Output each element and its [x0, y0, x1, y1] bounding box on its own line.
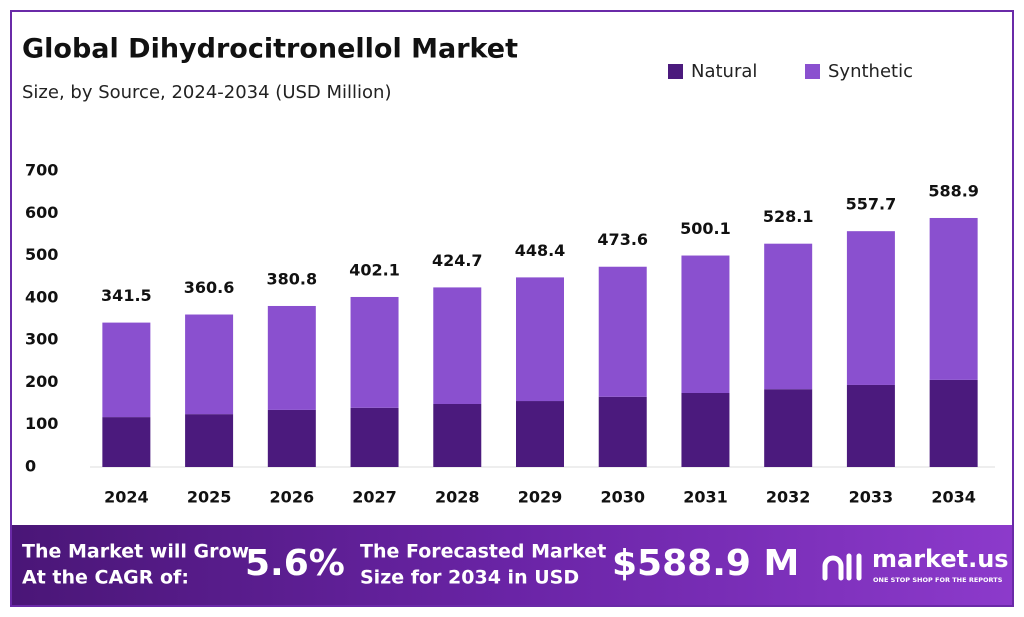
- x-tick-label: 2032: [766, 488, 811, 507]
- bar-segment: [929, 379, 978, 467]
- x-tick-label: 2028: [435, 488, 480, 507]
- y-tick-label: 200: [25, 372, 58, 391]
- bar-segment: [929, 217, 978, 380]
- total-label: 557.7: [846, 195, 897, 214]
- total-label: 528.1: [763, 207, 814, 226]
- total-label: 448.4: [515, 241, 566, 260]
- cagr-value: 5.6%: [245, 543, 345, 584]
- bar-segment: [433, 403, 482, 467]
- bar-segment: [846, 384, 895, 467]
- bar-segment: [516, 277, 564, 402]
- bar-segment: [185, 414, 234, 467]
- total-label: 473.6: [597, 230, 648, 249]
- bar-segment: [681, 393, 730, 467]
- total-label: 588.9: [928, 181, 979, 200]
- legend-label: Natural: [691, 61, 757, 82]
- x-tick-label: 2030: [600, 488, 645, 507]
- y-tick-label: 700: [25, 161, 58, 180]
- frame: [10, 10, 1014, 607]
- bar-segment: [185, 314, 234, 415]
- bar-segment: [267, 305, 316, 410]
- x-tick-label: 2033: [849, 488, 894, 507]
- bar-segment: [516, 401, 564, 467]
- legend-swatch: [668, 64, 683, 79]
- bar-segment: [433, 287, 482, 404]
- legend-swatch: [805, 64, 820, 79]
- x-tick-label: 2027: [352, 488, 397, 507]
- bar-segment: [598, 266, 647, 397]
- cagr-label: At the CAGR of:: [22, 567, 189, 589]
- y-tick-label: 600: [25, 203, 58, 222]
- x-tick-label: 2025: [187, 488, 232, 507]
- total-label: 360.6: [184, 278, 235, 297]
- bar-segment: [350, 296, 399, 408]
- bar-segment: [102, 322, 151, 418]
- x-tick-label: 2034: [931, 488, 976, 507]
- tagline: ONE STOP SHOP FOR THE REPORTS: [873, 576, 1003, 584]
- bar-segment: [267, 409, 316, 467]
- total-label: 341.5: [101, 286, 152, 305]
- x-tick-label: 2029: [518, 488, 563, 507]
- legend-label: Synthetic: [828, 61, 913, 82]
- x-tick-label: 2026: [270, 488, 315, 507]
- bar-segment: [846, 231, 895, 385]
- forecast-label: The Forecasted Market: [360, 541, 606, 563]
- cagr-label: The Market will Grow: [22, 541, 249, 563]
- chart-title: Global Dihydrocitronellol Market: [22, 34, 518, 65]
- chart-subtitle: Size, by Source, 2024-2034 (USD Million): [22, 82, 391, 103]
- y-tick-label: 0: [25, 457, 36, 476]
- bar-segment: [764, 389, 813, 467]
- total-label: 380.8: [267, 269, 318, 288]
- total-label: 500.1: [680, 219, 731, 238]
- y-tick-label: 500: [25, 245, 58, 264]
- x-tick-label: 2031: [683, 488, 728, 507]
- forecast-value: $588.9 M: [612, 543, 799, 584]
- y-tick-label: 400: [25, 287, 58, 306]
- y-tick-label: 300: [25, 330, 58, 349]
- brand: market.us: [872, 545, 1009, 573]
- y-tick-label: 100: [25, 414, 58, 433]
- total-label: 424.7: [432, 251, 483, 270]
- bar-segment: [598, 396, 647, 467]
- total-label: 402.1: [349, 260, 400, 279]
- bar-segment: [350, 407, 399, 467]
- banner-text: The Market will Grow At the CAGR of: 5.6…: [22, 541, 1009, 589]
- x-tick-label: 2024: [104, 488, 149, 507]
- bar-segment: [681, 255, 730, 393]
- logo-icon: [822, 553, 862, 581]
- forecast-label: Size for 2034 in USD: [360, 567, 579, 589]
- banner: [12, 525, 1012, 605]
- bar-segment: [102, 417, 151, 467]
- bar-segment: [764, 243, 813, 390]
